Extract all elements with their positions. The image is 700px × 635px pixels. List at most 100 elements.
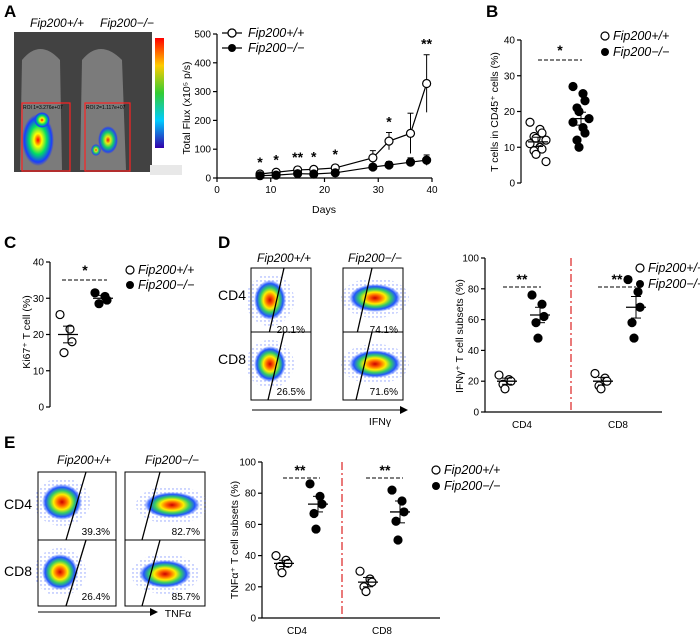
chart-c-point-ko (94, 299, 104, 309)
legend-d-wt-marker (635, 263, 645, 273)
chart-a-ytick-label: 100 (194, 145, 211, 156)
panel-letter-d: D (218, 233, 230, 252)
flow-e-gate-line (65, 539, 87, 607)
chart-b-sig: * (557, 42, 563, 58)
chart-e-point-wt (361, 586, 371, 597)
significance-star: ** (421, 36, 432, 52)
legend-d-ko-marker (636, 280, 644, 288)
flow-d-plot-2 (341, 267, 409, 339)
chart-c-sig: * (82, 262, 88, 278)
chart-c-ytick-label: 20 (33, 330, 45, 341)
chart-c-ytick-label: 10 (33, 366, 45, 377)
flow-d-pct-1: 20.1% (277, 325, 305, 336)
chart-d-sig-cd8: ** (612, 271, 623, 287)
chart-e-ytick-label: 60 (245, 520, 257, 531)
chart-d-ytick-label: 60 (468, 315, 480, 326)
chart-a-ytick-label: 0 (205, 174, 211, 185)
chart-e-ylabel: TNFα⁺ T cell subsets (%) (229, 481, 241, 599)
legend-b-ko-marker (601, 48, 609, 56)
legend-c-ko-marker (126, 281, 134, 289)
series-line-wt (259, 83, 428, 175)
chart-b: 0 10 20 30 40 (504, 36, 594, 190)
chart-b-point-ko (574, 142, 584, 152)
chart-a-ytick-label: 200 (194, 116, 211, 127)
chart-d-ylabel: IFNγ⁺ T cell subsets (%) (454, 279, 466, 393)
chart-b-point-wt (525, 117, 535, 127)
chart-e-point-ko (393, 535, 403, 545)
chart-e-point-wt (355, 566, 365, 576)
significance-star: * (273, 152, 279, 168)
chart-c-ytick-label: 30 (33, 294, 45, 305)
chart-b-ytick-label: 40 (504, 36, 516, 47)
flow-e-plot-density (144, 492, 200, 518)
flow-d-pct-3: 26.5% (277, 387, 305, 398)
chart-b-ytick-label: 30 (504, 71, 516, 82)
chart-d-ytick-label: 40 (468, 346, 480, 357)
flow-e-plot-density (42, 484, 82, 520)
chart-b-point-ko (568, 81, 578, 92)
flow-e-plot-4 (124, 539, 206, 607)
chart-e-point-ko (309, 508, 319, 519)
legend-b-ko-label: Fip200−/− (613, 45, 669, 59)
chart-b-point-ko (580, 96, 590, 106)
chart-d-point-wt (500, 384, 510, 394)
flow-e-gate-line (65, 471, 87, 541)
flow-d-plot-density (349, 284, 401, 312)
chart-e-xtick-cd8: CD8 (372, 626, 392, 635)
flow-e-plot-density (139, 560, 191, 588)
chart-d-point-wt (590, 368, 600, 379)
chart-d-point-ko (527, 290, 537, 300)
flow-d-gate-line (355, 331, 373, 401)
chart-b-point-ko (574, 106, 584, 117)
legend-b-wt-label: Fip200+/+ (613, 29, 669, 43)
flow-d-plot-4 (341, 331, 409, 401)
chart-a-ytick-label: 400 (194, 58, 211, 69)
chart-a-xlabel: Days (312, 204, 336, 216)
flow-d-pct-2: 74.1% (370, 325, 398, 336)
panel-letter-b: B (486, 2, 498, 21)
legend-a-ko-marker (228, 44, 236, 52)
data-point-ko (384, 160, 394, 170)
flow-e-gate-line (141, 471, 161, 541)
data-point-ko (368, 162, 378, 172)
chart-e-point-ko (305, 479, 315, 489)
ivis-image (14, 32, 182, 175)
flow-e-pct-2: 82.7% (172, 527, 200, 538)
flow-d-plot-density (254, 346, 286, 382)
chart-c-ytick-label: 0 (38, 403, 44, 414)
chart-b-point-wt (541, 156, 551, 167)
chart-d-point-ko (537, 299, 547, 309)
chart-e-sig-cd8: ** (380, 462, 391, 478)
ivis-label-wt: Fip200+/+ (30, 16, 84, 30)
chart-e-point-wt (277, 568, 287, 578)
flow-e-pct-1: 39.3% (82, 527, 110, 538)
chart-d-ytick-label: 100 (462, 254, 479, 265)
chart-d-point-ko (533, 333, 543, 343)
chart-e-ytick-label: 80 (245, 489, 257, 500)
chart-a-xtick-label: 10 (265, 185, 277, 196)
chart-a-xtick-label: 20 (319, 185, 331, 196)
data-point-wt (405, 128, 416, 138)
flow-d-plot-density (254, 280, 286, 320)
chart-c-ytick-label: 40 (33, 258, 45, 269)
chart-e: 0 20 40 60 80 100 (239, 458, 440, 625)
chart-e-point-wt (271, 550, 281, 561)
flow-d-gate-line (267, 267, 285, 339)
legend-d-ko-label: Fip200−/− (648, 277, 700, 291)
chart-e-ytick-label: 100 (239, 458, 256, 469)
data-point-wt (384, 136, 394, 146)
chart-a-ytick-label: 300 (194, 87, 211, 98)
chart-e-point-ko (387, 485, 397, 495)
chart-d-sig-cd4: ** (517, 271, 528, 287)
significance-star: * (333, 146, 339, 162)
legend-b-wt-marker (600, 31, 610, 41)
data-point-wt (422, 78, 432, 89)
chart-b-ytick-label: 20 (504, 107, 516, 118)
flow-e-gate-line (141, 539, 161, 607)
series-line-ko (259, 159, 427, 177)
legend-e-wt-marker (431, 465, 441, 475)
data-point-ko (405, 157, 416, 167)
legend-a-ko-label: Fip200−/− (248, 41, 304, 55)
